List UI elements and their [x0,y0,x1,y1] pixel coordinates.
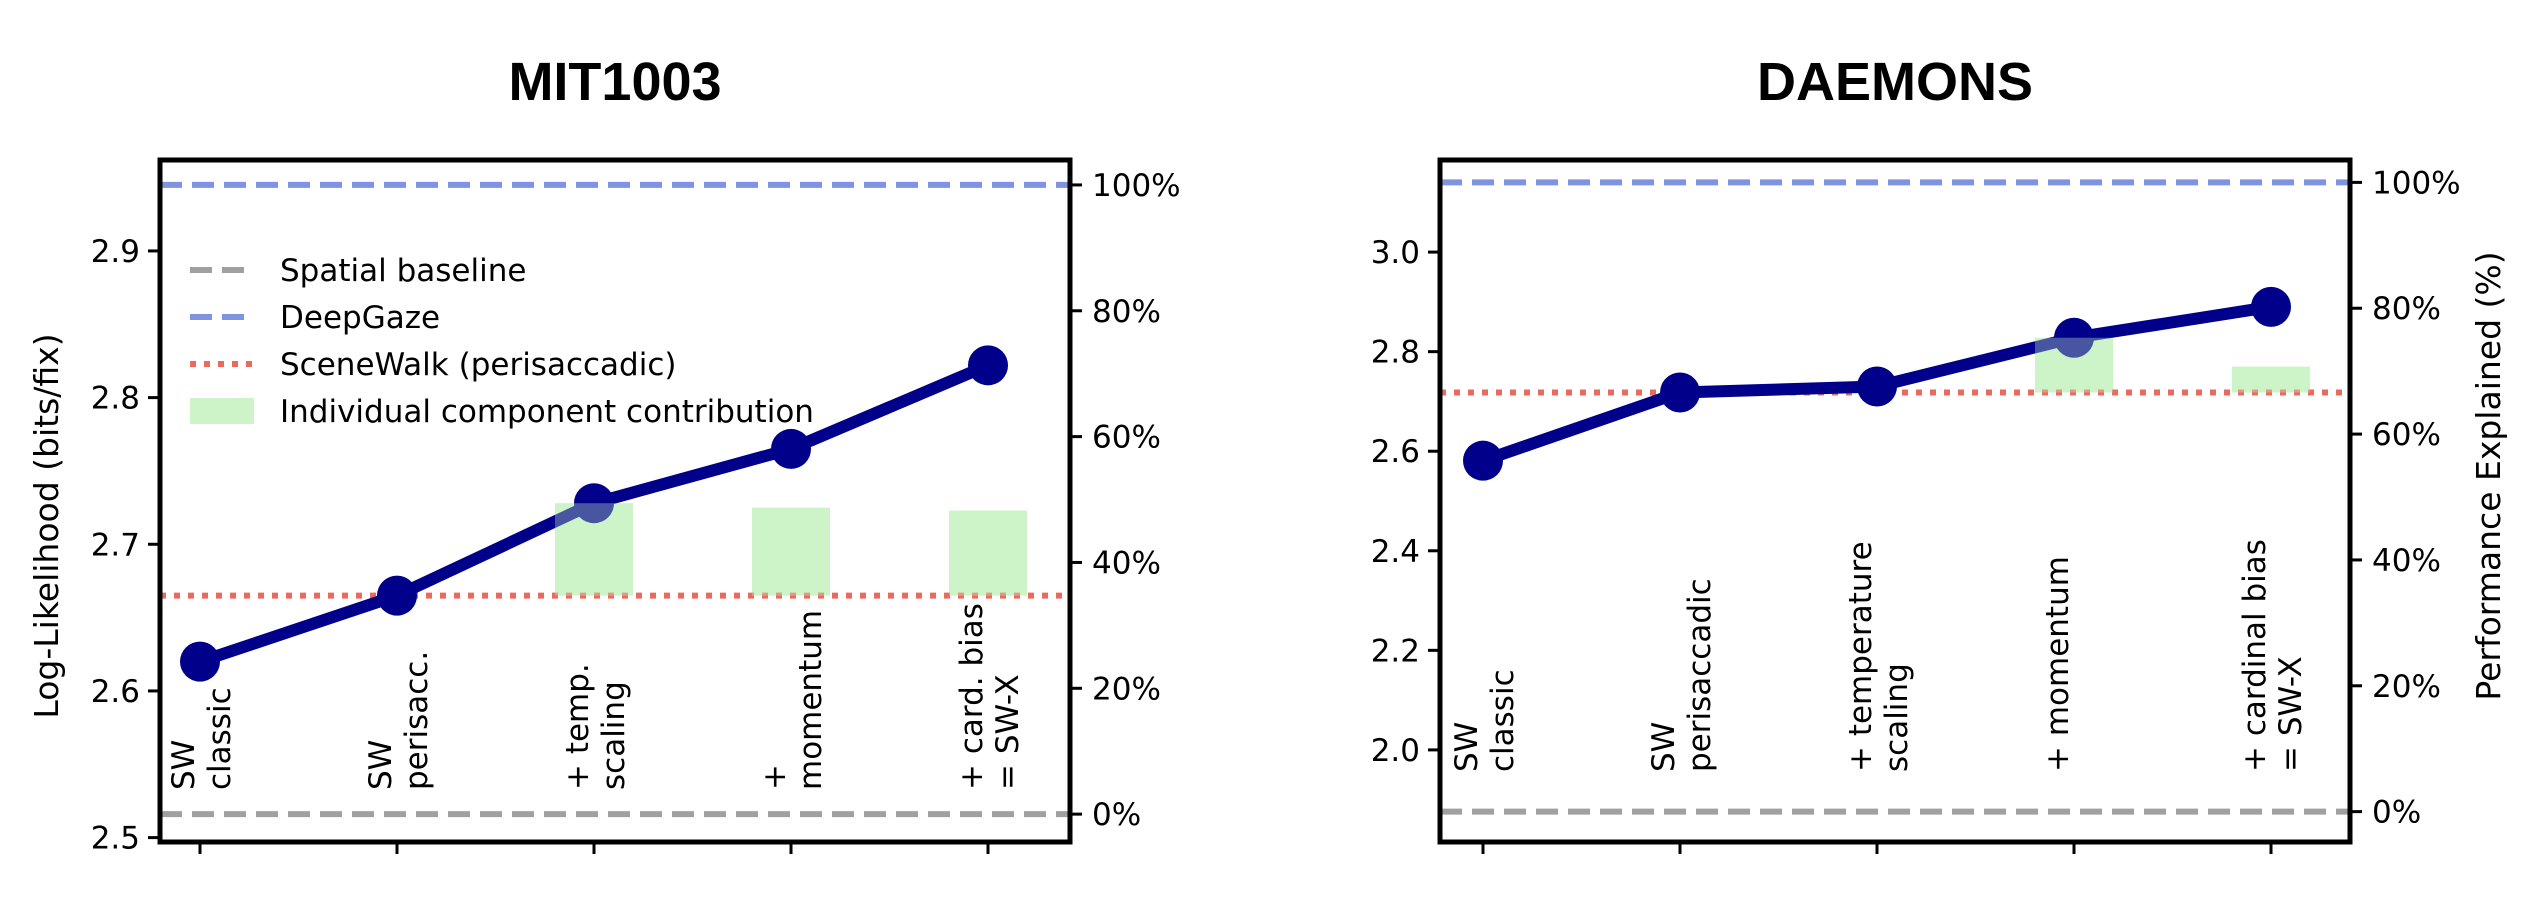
category-label: SWclassic [166,687,238,790]
category-label: SWclassic [1449,669,1521,772]
y2-tick-label: 0% [2372,795,2421,831]
category-label: + card. bias= SW-X [954,603,1026,790]
category-label-line: = SW-X [2273,656,2309,772]
category-label-line: + temperature [1843,541,1879,772]
y2-tick-label: 20% [2372,669,2441,705]
category-label-line: SW [1449,722,1485,772]
y2-tick-label: 80% [2372,291,2441,327]
component-bar [949,510,1027,596]
category-label-line: = SW-X [990,674,1026,790]
axes-frame [157,157,1073,845]
category-label: SWperisacc. [363,651,435,790]
category-label-line: + temp. [560,663,596,790]
component-bar [2232,366,2310,393]
category-label: SWperisaccadic [1646,578,1718,772]
category-label-line: + cardinal bias [2237,539,2273,772]
category-label-line: scaling [596,681,632,790]
category-label-line: perisaccadic [1682,578,1718,772]
legend-label: Spatial baseline [280,253,526,289]
category-label-line: perisacc. [399,651,435,790]
chart-daemons: DAEMONS 2.0 2.2 2.4 2.6 2.8 3.0 0% 20% 40% 60% 80% 1… [1371,52,2508,854]
category-label-line: classic [202,687,238,790]
y-tick-label: 2.6 [1371,434,1420,470]
chart-mit1003: MIT1003 2.5 2.6 2.7 2.8 2.9 0% 20% 40% 60% 80% 100%… [27,52,1181,857]
component-bar [752,507,830,596]
category-label: + momentum [2040,556,2076,772]
y2-tick-label: 60% [1092,420,1161,456]
category-label-line: SW [1646,722,1682,772]
y2-tick-label: 80% [1092,294,1161,330]
y-tick-label: 2.6 [91,674,140,710]
component-bar-overlay [2035,337,2113,393]
y-tick-label: 2.7 [91,527,140,563]
data-point [968,345,1008,386]
category-label-line: SW [363,740,399,790]
y-tick-label: 2.5 [91,821,140,857]
y-tick-label: 2.8 [91,381,140,417]
component-bar-overlay [2232,366,2310,393]
data-point [574,483,614,524]
y2-tick-label: 20% [1092,671,1161,707]
category-label-line: momentum [793,610,829,790]
category-label-line: + card. bias [954,603,990,790]
data-point [180,641,220,682]
y-tick-label: 2.4 [1371,534,1420,570]
data-point [2054,317,2094,358]
data-point [377,575,417,616]
y2-tick-label: 100% [1092,168,1181,204]
axes-frame [1437,157,2353,845]
y-tick-label: 2.2 [1371,633,1420,669]
legend-swatch [190,398,254,424]
y-tick-label: 2.0 [1371,733,1420,769]
y2-tick-label: 60% [2372,417,2441,453]
category-label: + temp.scaling [560,663,632,790]
chart-title: DAEMONS [1757,52,2033,112]
y2-tick-label: 100% [2372,165,2461,201]
component-bar-overlay [949,510,1027,596]
data-point [1463,440,1503,481]
data-point [2251,286,2291,327]
chart-title: MIT1003 [508,52,721,112]
component-bar-overlay [752,507,830,596]
category-label-line: scaling [1879,663,1915,772]
data-point [1857,366,1897,407]
category-label-line: + momentum [2040,556,2076,772]
category-label-line: classic [1485,669,1521,772]
data-point [1660,372,1700,413]
legend-label: Individual component contribution [280,394,814,430]
category-label: + temperaturescaling [1843,541,1915,772]
component-bar-overlay [555,503,633,596]
y2-axis-label: Performance Explained (%) [2469,251,2508,700]
category-label-line: SW [166,740,202,790]
category-label: +momentum [757,610,829,790]
category-label: + cardinal bias= SW-X [2237,539,2309,772]
y-tick-label: 2.9 [91,234,140,270]
data-point [771,428,811,469]
y2-tick-label: 0% [1092,797,1141,833]
category-label-line: + [757,764,793,790]
y-axis-label: Log-Likelihood (bits/fix) [27,333,66,718]
y2-tick-label: 40% [1092,545,1161,581]
legend-label: DeepGaze [280,300,440,336]
y-tick-label: 2.8 [1371,335,1420,371]
y2-tick-label: 40% [2372,543,2441,579]
legend-label: SceneWalk (perisaccadic) [280,347,676,383]
y-tick-label: 3.0 [1371,235,1420,271]
